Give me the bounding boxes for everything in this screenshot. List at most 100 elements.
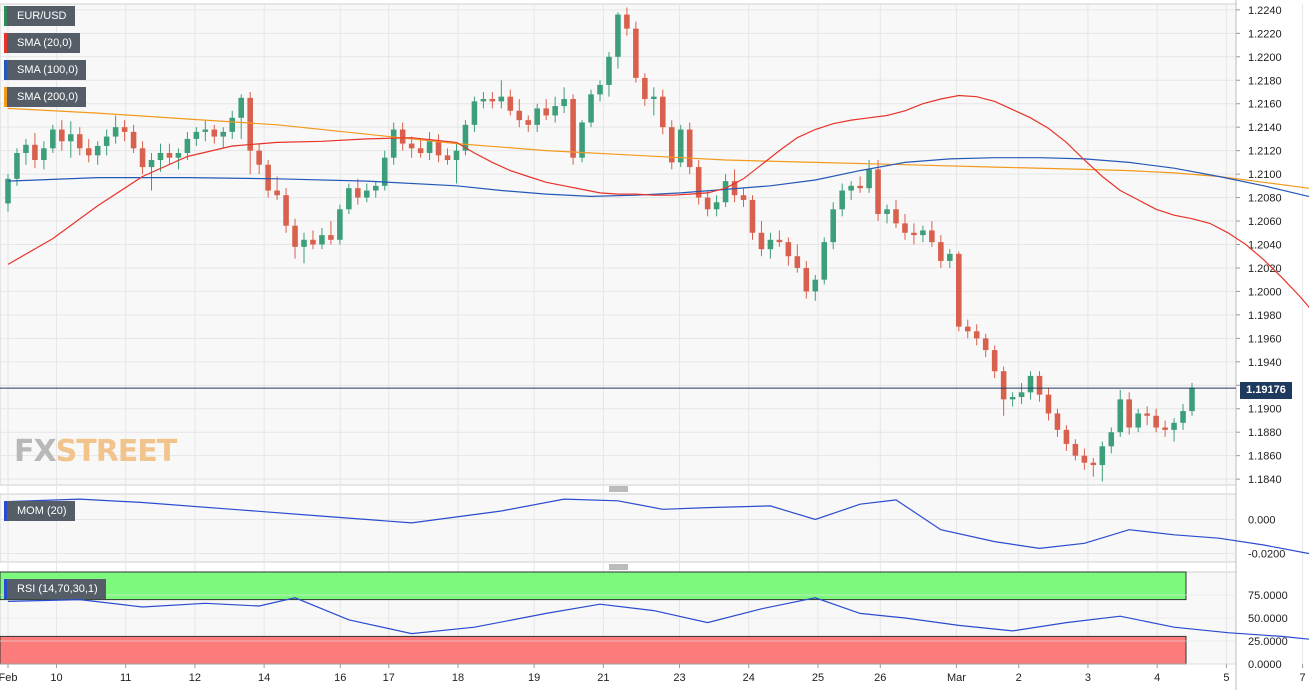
candle — [130, 124, 137, 153]
candle-body — [516, 110, 523, 121]
price-tick-label: 1.2040 — [1248, 240, 1282, 252]
candle — [471, 96, 478, 132]
legend-mom-label: MOM (20) — [17, 505, 67, 517]
time-tick-label: 3 — [1085, 672, 1091, 684]
candle — [1099, 441, 1106, 482]
candle-body — [597, 84, 603, 95]
legend-rsi[interactable]: RSI (14,70,30,1) — [4, 579, 106, 599]
candle — [956, 251, 962, 332]
legend-sma20[interactable]: SMA (20,0) — [4, 33, 81, 53]
candle — [507, 89, 514, 116]
candle-body — [884, 209, 890, 214]
candle — [839, 183, 845, 217]
candle — [1135, 408, 1141, 433]
legend-sma200-label: SMA (200,0) — [17, 91, 79, 103]
candle-body — [534, 108, 540, 125]
legend-mom-swatch — [4, 501, 7, 521]
candle-body — [14, 152, 20, 179]
candle — [68, 121, 74, 158]
time-tick-label: 7 — [1300, 672, 1306, 684]
candle-body — [292, 225, 298, 247]
candle — [5, 174, 11, 212]
legend-sma100-swatch — [4, 60, 7, 80]
candle — [202, 120, 209, 142]
candle — [677, 124, 684, 168]
candle — [534, 103, 540, 132]
candle-body — [525, 120, 532, 125]
candle — [489, 91, 496, 109]
legend-sma100[interactable]: SMA (100,0) — [4, 60, 87, 80]
candle-body — [130, 131, 137, 149]
sma20-line — [7, 94, 1309, 309]
candle — [695, 160, 702, 205]
time-tick-label: 4 — [1154, 672, 1160, 684]
candle — [112, 115, 119, 144]
candle — [964, 319, 971, 339]
candle — [1027, 371, 1034, 400]
candle-body — [866, 169, 872, 189]
candle — [283, 188, 289, 233]
candle-body — [660, 96, 666, 128]
candle-body — [982, 338, 989, 351]
candle — [579, 120, 585, 163]
candle-body — [668, 127, 675, 163]
candle-body — [184, 138, 191, 153]
candle-body — [615, 14, 621, 57]
candle-body — [417, 148, 424, 153]
candle — [938, 235, 944, 268]
candle-body — [543, 108, 549, 116]
candle — [1009, 392, 1016, 407]
candle-body — [740, 195, 747, 200]
legend-sma200[interactable]: SMA (200,0) — [4, 87, 87, 107]
candle-body — [1045, 394, 1052, 414]
candle-body — [812, 279, 819, 292]
candle — [660, 89, 666, 135]
candle — [426, 131, 433, 161]
candle-body — [1099, 446, 1106, 466]
legend-mom[interactable]: MOM (20) — [4, 501, 75, 521]
price-tick-label: 1.2240 — [1248, 5, 1282, 17]
candle — [184, 131, 191, 161]
candle-body — [875, 169, 881, 214]
candle — [328, 221, 334, 245]
candle — [902, 213, 908, 240]
candle-body — [1009, 397, 1016, 400]
candle-body — [1090, 462, 1097, 466]
candle-body — [256, 150, 262, 165]
candle-body — [157, 152, 164, 161]
candle-body — [328, 235, 334, 240]
candle-body — [695, 167, 702, 198]
candle — [211, 124, 218, 144]
legend-symbol[interactable]: EUR/USD — [4, 6, 75, 26]
candle-body — [1018, 392, 1025, 398]
candle — [570, 94, 576, 165]
candle-body — [902, 223, 908, 233]
candle — [803, 260, 810, 299]
candle — [830, 202, 836, 250]
sma100-line — [7, 157, 1309, 198]
candle — [1153, 408, 1159, 433]
legend-sma20-swatch — [4, 33, 7, 53]
candle — [893, 199, 899, 229]
candle — [516, 99, 523, 128]
legend-sma100-label: SMA (100,0) — [17, 64, 79, 76]
candle — [319, 228, 325, 250]
candle-body — [803, 267, 810, 292]
candle-body — [1126, 399, 1132, 428]
candle-body — [238, 97, 244, 118]
candle-body — [713, 202, 720, 210]
candle-body — [148, 160, 155, 168]
candle — [1045, 387, 1052, 421]
candle-body — [956, 253, 962, 327]
candle — [722, 174, 729, 207]
candle — [301, 232, 307, 264]
mom-line — [7, 498, 1309, 555]
candle-body — [677, 129, 684, 163]
sma200-line — [7, 107, 1309, 189]
price-tick-label: 1.2140 — [1248, 122, 1282, 134]
candle — [704, 190, 711, 217]
price-tick-label: 1.2120 — [1248, 146, 1282, 158]
candle — [794, 244, 801, 273]
candle-body — [301, 239, 307, 247]
